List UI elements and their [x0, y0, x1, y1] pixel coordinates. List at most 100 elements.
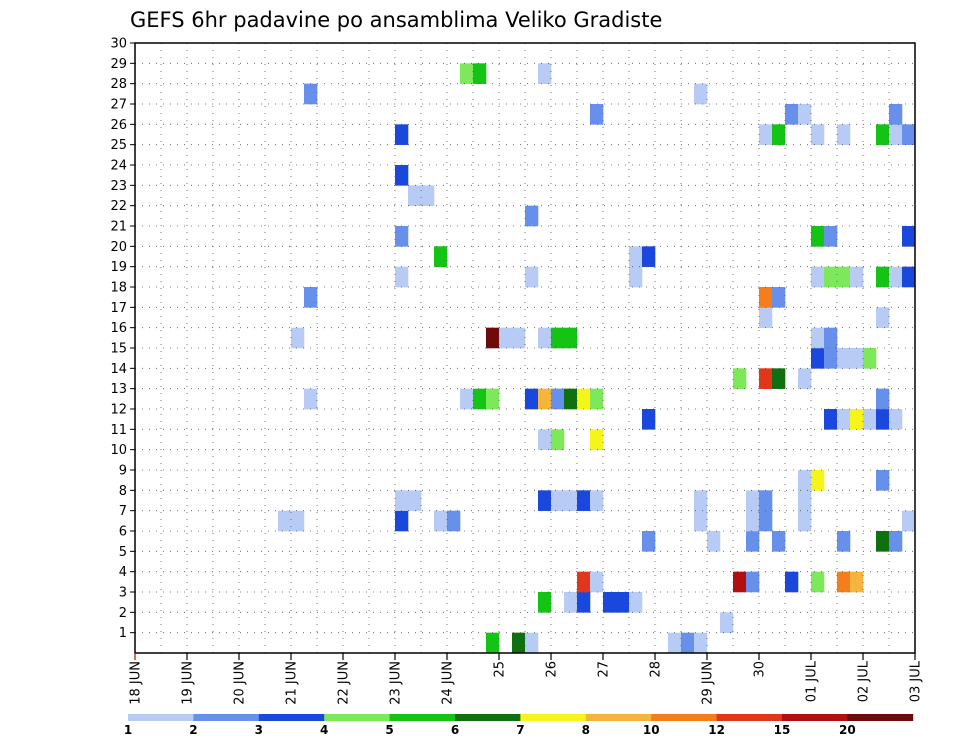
precip-cell	[707, 531, 721, 552]
precip-cell	[577, 388, 591, 410]
precip-cell	[876, 266, 890, 288]
x-tick-label: 18 JUN	[129, 661, 144, 705]
precip-cell	[785, 571, 799, 593]
x-tick-label: 27	[597, 661, 612, 678]
precip-cell	[278, 510, 292, 532]
precip-cell	[733, 368, 747, 389]
precip-cell	[538, 388, 552, 410]
precip-cell	[460, 388, 474, 410]
y-tick-label: 25	[110, 138, 127, 153]
cells-layer	[278, 63, 916, 654]
precip-cell	[486, 327, 500, 349]
precip-cell	[434, 246, 448, 267]
precip-cell	[889, 266, 903, 288]
y-axis: 1234567891011121314151617181920212223242…	[110, 37, 135, 641]
precip-cell	[772, 287, 786, 308]
x-tick-label: 25	[493, 661, 508, 678]
precip-cell	[564, 327, 578, 349]
precip-cell	[733, 571, 747, 593]
precip-cell	[304, 287, 318, 308]
precip-cell	[837, 531, 851, 552]
precip-cell	[603, 592, 617, 613]
colorbar-segment	[716, 714, 783, 721]
x-axis: 18 JUN 19 JUN 20 JUN 21 JUN 22 JUN 23 JUN 24 J…	[129, 653, 924, 705]
precip-cell	[876, 409, 890, 430]
precip-cell	[824, 409, 838, 430]
precip-cell	[837, 266, 851, 288]
colorbar-label: 7	[516, 723, 524, 737]
colorbar-segment	[585, 714, 652, 721]
precip-cell	[694, 490, 708, 511]
precip-cell	[486, 388, 500, 410]
precip-cell	[564, 388, 578, 410]
x-tick-label: 20 JUN	[233, 661, 248, 705]
y-tick-label: 3	[119, 586, 127, 601]
colorbar-label: 6	[451, 723, 459, 737]
colorbar-label: 4	[320, 723, 328, 737]
colorbar-label: 1	[124, 723, 132, 737]
x-tick-label: 22 JUN	[337, 661, 352, 705]
y-tick-label: 11	[110, 423, 127, 438]
y-tick-label: 2	[119, 606, 127, 621]
y-tick-label: 16	[110, 321, 127, 336]
precip-cell	[590, 571, 604, 593]
y-tick-label: 18	[110, 281, 127, 296]
x-tick-label: 01 JUL	[805, 660, 820, 702]
precip-cell	[408, 490, 422, 511]
precip-cell	[798, 510, 812, 532]
precip-cell	[590, 388, 604, 410]
precip-cell	[902, 510, 916, 532]
y-tick-label: 8	[119, 484, 127, 499]
precip-cell	[824, 327, 838, 349]
precip-cell	[512, 632, 526, 654]
precip-cell	[499, 327, 513, 349]
precip-cell	[577, 571, 591, 593]
x-tick-label: 29 JUN	[701, 661, 716, 705]
colorbar-segment	[782, 714, 848, 721]
precip-cell	[837, 348, 851, 369]
colorbar-label: 2	[189, 723, 197, 737]
precip-cell	[694, 632, 708, 654]
y-tick-label: 5	[119, 545, 127, 560]
precip-cell	[798, 104, 812, 125]
precip-cell	[590, 104, 604, 125]
precip-cell	[889, 409, 903, 430]
precip-cell	[447, 510, 461, 532]
precip-cell	[629, 266, 643, 288]
precip-cell	[772, 368, 786, 389]
precip-cell	[889, 531, 903, 552]
precip-cell	[577, 592, 591, 613]
precip-cell	[746, 510, 760, 532]
precip-cell	[551, 490, 565, 511]
precip-cell	[772, 124, 786, 145]
precip-cell	[902, 226, 916, 247]
x-tick-label: 19 JUN	[181, 661, 196, 705]
x-tick-label: 30	[753, 661, 768, 678]
precip-cell	[642, 531, 656, 552]
precip-cell	[486, 632, 500, 654]
precip-cell	[629, 246, 643, 267]
precip-cell	[759, 368, 773, 389]
y-tick-label: 20	[110, 240, 127, 255]
y-tick-label: 10	[110, 443, 127, 458]
precip-cell	[759, 307, 773, 328]
colorbar-segment	[847, 714, 914, 721]
precip-cell	[759, 490, 773, 511]
precip-cell	[551, 388, 565, 410]
x-tick-label: 24 JUN	[441, 661, 456, 705]
precip-cell	[304, 388, 318, 410]
y-tick-label: 14	[110, 362, 127, 377]
colorbar-label: 15	[774, 723, 791, 737]
precip-cell	[811, 327, 825, 349]
y-tick-label: 7	[119, 504, 127, 519]
precip-cell	[525, 632, 539, 654]
y-tick-label: 13	[110, 382, 127, 397]
precip-cell	[746, 531, 760, 552]
y-tick-label: 4	[119, 565, 127, 580]
precip-cell	[837, 124, 851, 145]
y-tick-label: 12	[110, 403, 127, 418]
colorbar-segment	[258, 714, 325, 721]
precip-cell	[434, 510, 448, 532]
precip-cell	[746, 490, 760, 511]
y-tick-label: 27	[110, 98, 127, 113]
